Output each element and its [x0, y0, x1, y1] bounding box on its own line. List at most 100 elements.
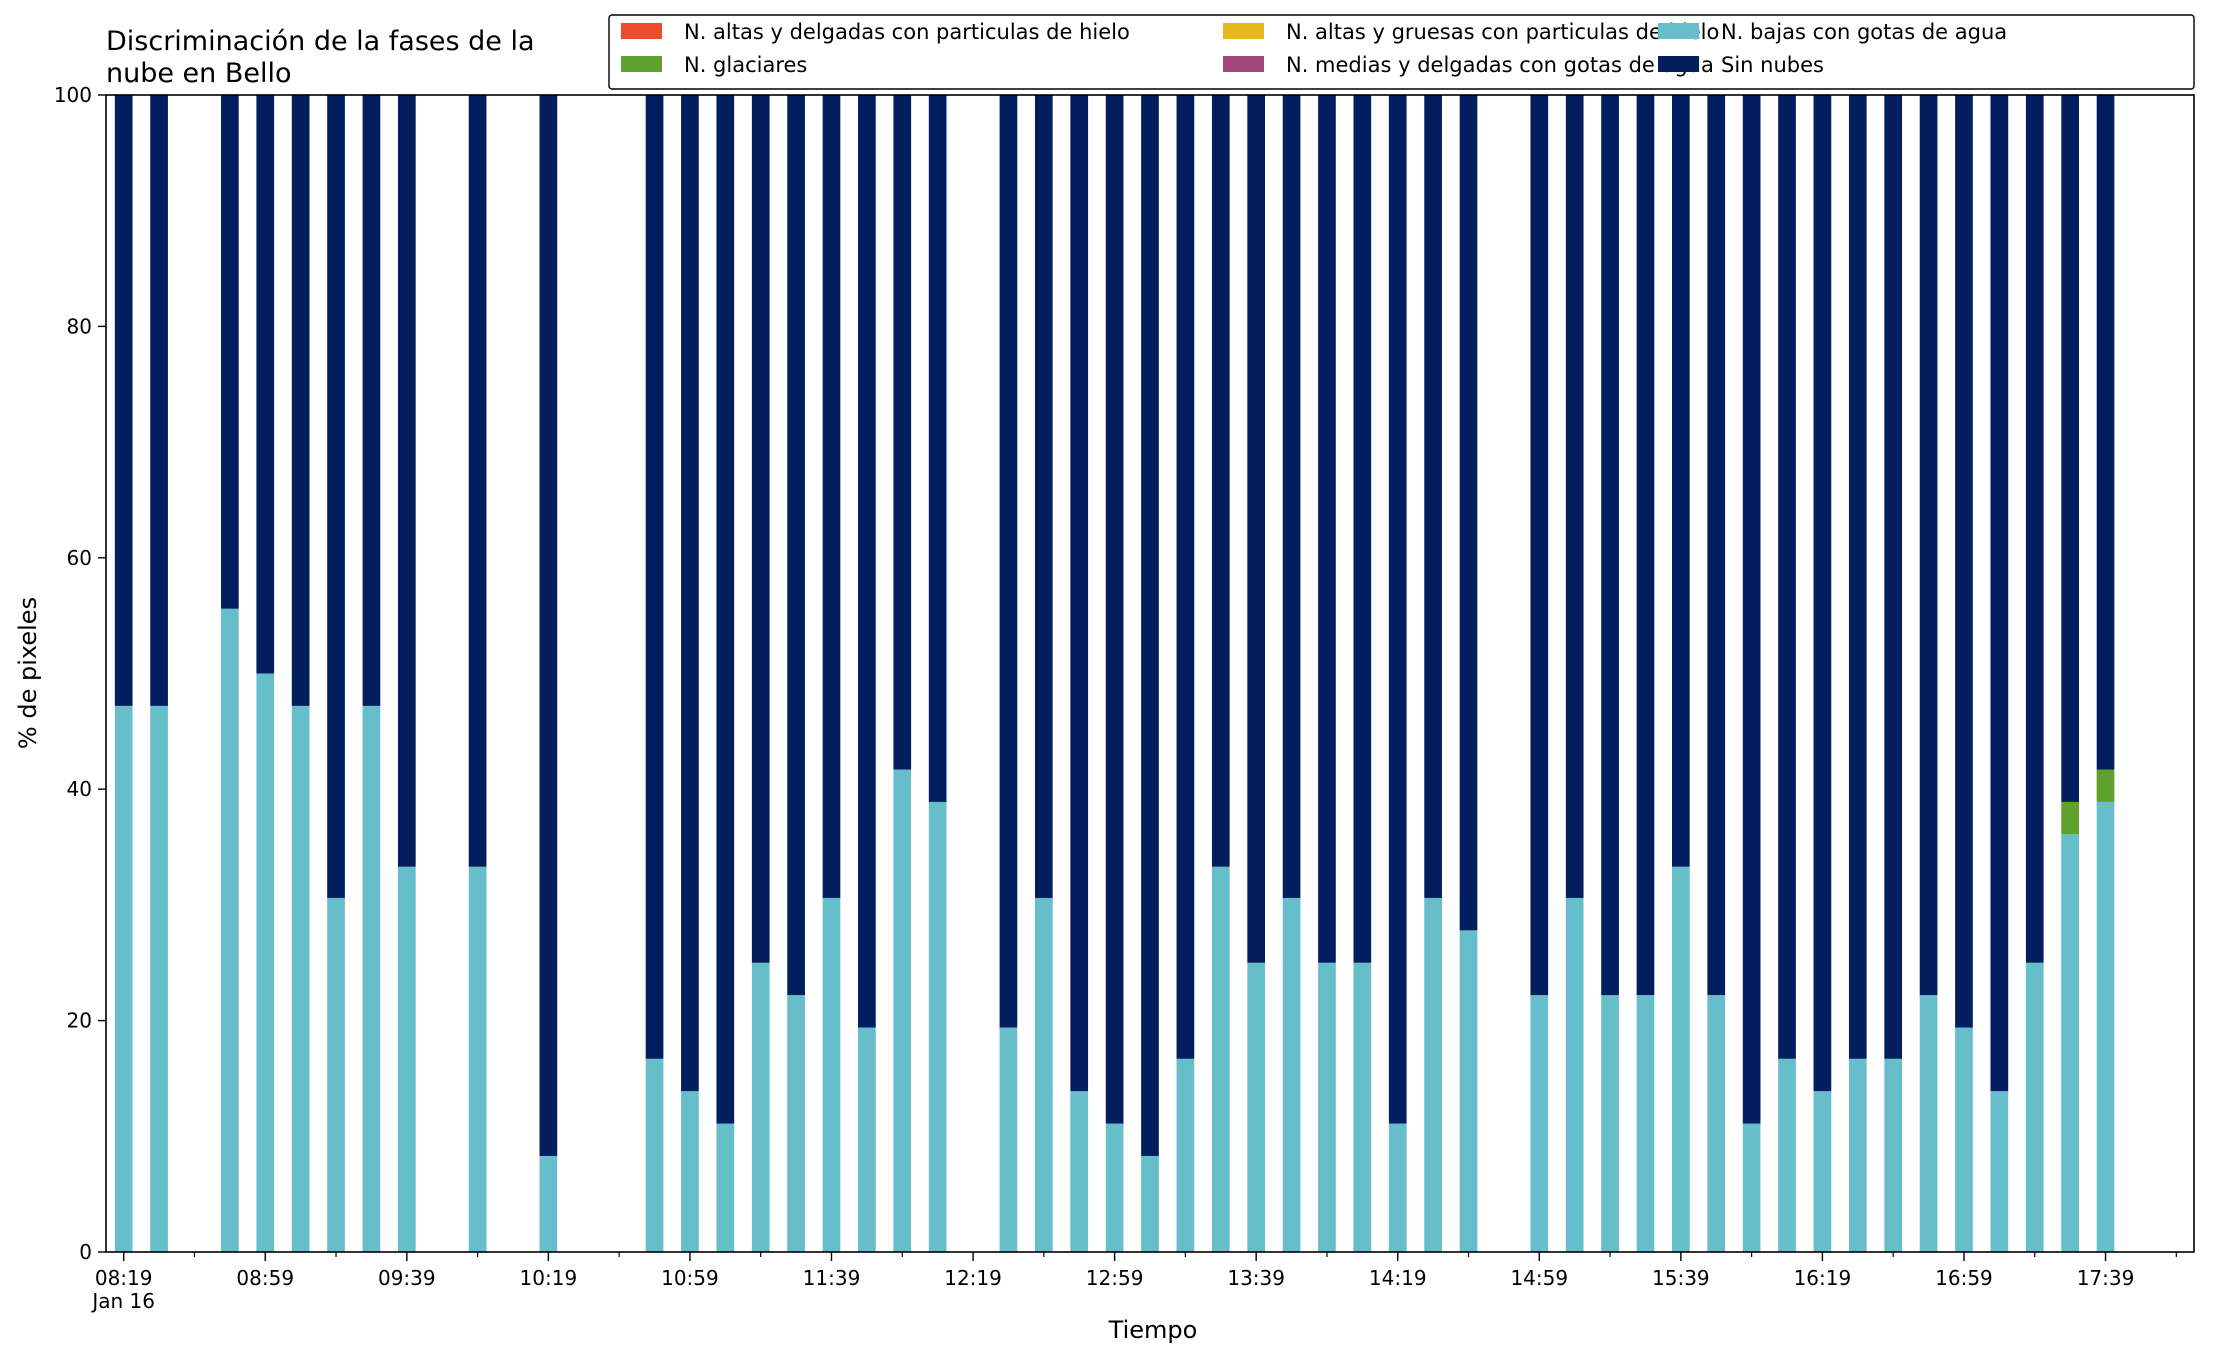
- bar-segment-5-33: [1530, 95, 1549, 996]
- bar-segment-2-38: [1707, 995, 1726, 1252]
- bar-segment-2-23: [1141, 1155, 1159, 1252]
- bar-segment-2-31: [1424, 897, 1442, 1252]
- bar-segment-5-3: [256, 95, 275, 674]
- bar-segment-5-45: [1955, 95, 1973, 1028]
- bar-segment-5-23: [1141, 95, 1159, 1156]
- bar-segment-5-25: [1211, 95, 1230, 867]
- bar-segment-2-16: [858, 1027, 876, 1252]
- bar-segment-5-18: [928, 95, 947, 802]
- bar-segment-2-45: [1955, 1027, 1973, 1252]
- bar-segment-5-2: [221, 95, 239, 609]
- bar-segment-5-17: [893, 95, 912, 770]
- bar-segment-2-15: [822, 897, 841, 1252]
- bar-segment-5-32: [1459, 95, 1478, 931]
- bar-segment-5-49: [2096, 95, 2115, 770]
- bar-segment-2-25: [1211, 866, 1230, 1252]
- bar-segment-5-4: [291, 95, 310, 706]
- bar-segment-5-22: [1105, 95, 1124, 1124]
- bar-segment-5-29: [1353, 95, 1372, 963]
- bar-segment-2-20: [1034, 897, 1053, 1252]
- bar-segment-5-15: [822, 95, 841, 898]
- bar-segment-5-43: [1884, 95, 1903, 1059]
- x-tick-label-7: 12:59: [1086, 1266, 1144, 1290]
- bar-segment-5-47: [2025, 95, 2044, 963]
- bar-segment-5-7: [397, 95, 416, 867]
- bar-segment-2-30: [1388, 1123, 1407, 1252]
- bar-segment-2-9: [539, 1155, 558, 1252]
- chart-title-line-2: nube en Bello: [106, 58, 292, 89]
- x-tick-label-12: 16:19: [1794, 1266, 1852, 1290]
- bar-segment-2-44: [1919, 995, 1938, 1252]
- x-tick-label-2: 09:39: [378, 1266, 436, 1290]
- bar-segment-2-35: [1601, 995, 1619, 1252]
- bar-segment-2-32: [1459, 930, 1478, 1252]
- x-tick-label-1: 08:59: [236, 1266, 294, 1290]
- legend-label-5: Sin nubes: [1721, 53, 1824, 77]
- legend-swatch-5: [1658, 56, 1699, 72]
- legend: N. altas y delgadas con particulas de hi…: [608, 14, 2195, 90]
- x-tick-label-14: 17:39: [2077, 1266, 2135, 1290]
- bar-segment-2-26: [1247, 962, 1266, 1252]
- y-tick-label-3: 60: [67, 546, 92, 570]
- bar-segment-5-39: [1742, 95, 1761, 1124]
- bar-segment-2-46: [1990, 1091, 2009, 1252]
- bar-segment-5-41: [1813, 95, 1832, 1092]
- x-tick-label-3: 10:19: [520, 1266, 578, 1290]
- legend-swatch-0: [621, 23, 662, 39]
- bar-segment-2-4: [291, 705, 310, 1252]
- bar-segment-5-21: [1070, 95, 1089, 1092]
- legend-box: [608, 14, 2195, 90]
- legend-label-4: N. medias y delgadas con gotas de agua: [1286, 53, 1714, 77]
- bar-segment-2-0: [114, 705, 133, 1252]
- bar-segment-3-49: [2096, 769, 2115, 802]
- bar-segment-2-49: [2096, 801, 2115, 1252]
- bar-segment-2-29: [1353, 962, 1372, 1252]
- bar-segment-5-10: [645, 95, 664, 1059]
- legend-label-2: N. bajas con gotas de agua: [1721, 20, 2007, 44]
- bar-segment-2-19: [999, 1027, 1018, 1252]
- bar-segment-5-42: [1848, 95, 1867, 1059]
- bar-segment-5-40: [1778, 95, 1796, 1059]
- bar-segment-5-5: [327, 95, 345, 898]
- bar-segment-5-11: [681, 95, 699, 1092]
- bar-segment-2-7: [397, 866, 416, 1252]
- x-tick-label-4: 10:59: [661, 1266, 719, 1290]
- bar-segment-5-28: [1318, 95, 1336, 963]
- legend-swatch-1: [1223, 23, 1264, 39]
- bar-segment-5-9: [539, 95, 558, 1156]
- bar-segment-5-35: [1601, 95, 1619, 996]
- bar-segment-2-27: [1282, 897, 1301, 1252]
- bar-segment-5-46: [1990, 95, 2009, 1092]
- bar-segment-2-22: [1105, 1123, 1124, 1252]
- x-tick-label-5: 11:39: [803, 1266, 861, 1290]
- bar-segment-5-16: [858, 95, 876, 1028]
- y-axis: 0 20 40 60 80 100: [54, 83, 106, 1264]
- legend-swatch-3: [621, 56, 662, 72]
- bar-segment-5-6: [362, 95, 381, 706]
- bar-segment-2-18: [928, 801, 947, 1252]
- bar-segment-2-24: [1176, 1058, 1195, 1252]
- bar-segment-2-6: [362, 705, 381, 1252]
- bar-segment-5-1: [150, 95, 168, 706]
- bar-segment-5-8: [468, 95, 487, 867]
- x-tick-label-10: 14:59: [1510, 1266, 1568, 1290]
- bar-segment-2-43: [1884, 1058, 1903, 1252]
- bar-segment-2-17: [893, 769, 912, 1252]
- bar-segment-3-48: [2061, 801, 2079, 835]
- bar-segment-5-20: [1034, 95, 1053, 898]
- bar-segment-2-28: [1318, 962, 1336, 1252]
- bar-segment-5-24: [1176, 95, 1195, 1059]
- bar-segment-2-8: [468, 866, 487, 1252]
- bar-segment-2-21: [1070, 1091, 1089, 1252]
- bar-segment-2-47: [2025, 962, 2044, 1252]
- legend-label-3: N. glaciares: [684, 53, 807, 77]
- bar-segment-2-1: [150, 705, 168, 1252]
- legend-label-0: N. altas y delgadas con particulas de hi…: [684, 20, 1130, 44]
- x-tick-label-13: 16:59: [1935, 1266, 1993, 1290]
- bar-segment-5-27: [1282, 95, 1301, 898]
- bar-segment-2-11: [681, 1091, 699, 1252]
- plot-frame: [105, 94, 2195, 1253]
- legend-swatch-4: [1223, 56, 1264, 72]
- bar-segment-2-3: [256, 673, 275, 1252]
